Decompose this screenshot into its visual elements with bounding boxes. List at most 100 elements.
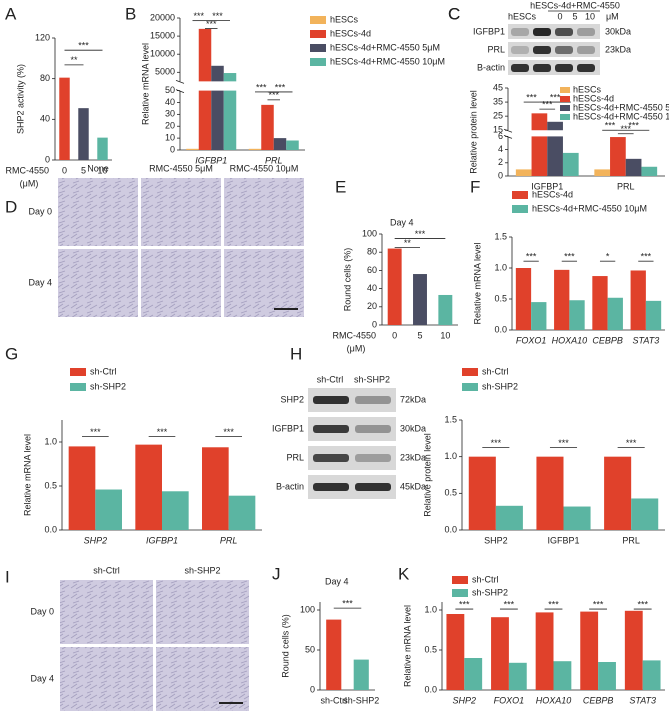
y-tick-label: 20000 bbox=[150, 12, 175, 22]
significance-label: *** bbox=[542, 99, 553, 109]
blot-band bbox=[511, 64, 529, 72]
bar bbox=[508, 662, 527, 690]
legend-swatch bbox=[560, 114, 570, 120]
y-tick-label: 1.0 bbox=[444, 451, 457, 461]
legend-swatch bbox=[512, 205, 528, 213]
blot-band bbox=[355, 454, 391, 462]
y-axis-title: Relative protein level bbox=[468, 90, 478, 174]
y-tick-label: 100 bbox=[300, 604, 315, 614]
blot-size-label: 72kDa bbox=[400, 394, 426, 404]
legend-swatch bbox=[560, 96, 570, 102]
significance-label: *** bbox=[415, 229, 426, 239]
y-tick-label: 4 bbox=[498, 144, 503, 154]
bar bbox=[592, 276, 608, 330]
column-label: sh-Ctrl bbox=[93, 565, 120, 575]
significance-label: *** bbox=[78, 41, 89, 51]
x-tick-label: CEBPB bbox=[583, 695, 614, 705]
x-tick-label: PRL bbox=[617, 181, 635, 191]
significance-label: *** bbox=[628, 121, 639, 131]
y-tick-label: 0.5 bbox=[494, 293, 507, 303]
bar bbox=[536, 456, 564, 530]
blot-band bbox=[577, 46, 595, 54]
blot-band bbox=[313, 454, 349, 462]
micrograph bbox=[224, 249, 304, 317]
column-label: RMC-4550 10μM bbox=[230, 163, 299, 173]
y-tick-label: 20 bbox=[165, 121, 175, 131]
legend-label: sh-Ctrl bbox=[90, 366, 117, 376]
bar bbox=[630, 270, 646, 330]
blot-group-label: hESCs-4d+RMC-4550 bbox=[530, 0, 620, 10]
legend-label: hESCs-4d bbox=[573, 93, 614, 103]
x-axis-title: RMC-4550 bbox=[5, 165, 49, 175]
blot-row-label: IGFBP1 bbox=[272, 423, 304, 433]
legend-swatch bbox=[310, 30, 326, 38]
y-tick-label: 100 bbox=[362, 228, 377, 238]
significance-label: *** bbox=[526, 252, 537, 262]
y-axis-title: Relative mRNA level bbox=[472, 242, 482, 324]
y-tick-label: 0.0 bbox=[424, 684, 437, 694]
bar bbox=[286, 140, 299, 150]
blot-row-label: SHP2 bbox=[280, 394, 304, 404]
significance-label: *** bbox=[504, 599, 515, 609]
y-tick-label: 0.0 bbox=[494, 324, 507, 334]
y-tick-label: 10000 bbox=[150, 49, 175, 59]
legend-swatch bbox=[462, 383, 478, 391]
bar bbox=[261, 104, 274, 150]
y-axis-title: Relative mRNA level bbox=[140, 43, 150, 125]
x-tick-label: IGFBP1 bbox=[146, 535, 178, 545]
bar bbox=[273, 138, 287, 150]
x-tick-label: STAT3 bbox=[633, 335, 660, 345]
panel-label: K bbox=[398, 564, 410, 583]
legend-swatch bbox=[310, 44, 326, 52]
blot-band bbox=[313, 425, 349, 433]
blot-band bbox=[555, 46, 573, 54]
micrograph bbox=[156, 580, 249, 644]
y-tick-label: 1.0 bbox=[424, 604, 437, 614]
y-tick-label: 80 bbox=[367, 247, 377, 257]
bar bbox=[413, 274, 427, 325]
x-tick-label: SHP2 bbox=[453, 695, 477, 705]
blot-row-label: IGFBP1 bbox=[473, 26, 505, 36]
axis-break bbox=[175, 89, 185, 93]
significance-label: *** bbox=[620, 124, 631, 134]
significance-label: *** bbox=[626, 438, 637, 448]
bar bbox=[186, 148, 199, 150]
micrograph bbox=[58, 249, 138, 317]
significance-label: *** bbox=[605, 121, 616, 131]
bar bbox=[468, 456, 496, 530]
x-tick-label: sh-Ctrl bbox=[321, 695, 348, 705]
y-tick-label: 1.5 bbox=[494, 231, 507, 241]
bar bbox=[248, 148, 262, 150]
blot-band bbox=[555, 64, 573, 72]
legend-label: sh-SHP2 bbox=[90, 381, 126, 391]
panel-label: C bbox=[448, 4, 460, 23]
bar bbox=[135, 444, 162, 530]
y-axis-title: Round cells (%) bbox=[342, 248, 352, 312]
y-tick-label: 120 bbox=[35, 32, 50, 42]
x-tick-label: 10 bbox=[97, 165, 107, 175]
blot-band bbox=[555, 28, 573, 36]
y-axis-title: Relative mRNA level bbox=[402, 605, 412, 687]
column-label: sh-SHP2 bbox=[184, 565, 220, 575]
x-axis-title: (μM) bbox=[347, 343, 366, 353]
blot-band bbox=[355, 396, 391, 404]
bar-base bbox=[198, 90, 212, 150]
bar bbox=[631, 498, 659, 530]
y-tick-label: 5000 bbox=[155, 67, 175, 77]
bar bbox=[228, 495, 256, 530]
panel-label: B bbox=[125, 4, 136, 23]
bar bbox=[95, 489, 122, 530]
legend-swatch bbox=[452, 576, 468, 584]
lane-label: 10 bbox=[585, 11, 595, 21]
x-tick-label: STAT3 bbox=[629, 695, 656, 705]
bar bbox=[491, 617, 509, 690]
y-axis-title: Relative protein level bbox=[422, 433, 432, 517]
row-label: Day 0 bbox=[28, 206, 52, 216]
column-label: None bbox=[87, 163, 109, 173]
legend-swatch bbox=[560, 105, 570, 111]
x-tick-label: HOXA10 bbox=[536, 695, 572, 705]
y-tick-label: 50 bbox=[165, 85, 175, 95]
y-tick-label: 35 bbox=[493, 96, 503, 106]
y-tick-label: 6 bbox=[498, 131, 503, 141]
y-tick-label: 0.0 bbox=[44, 524, 57, 534]
